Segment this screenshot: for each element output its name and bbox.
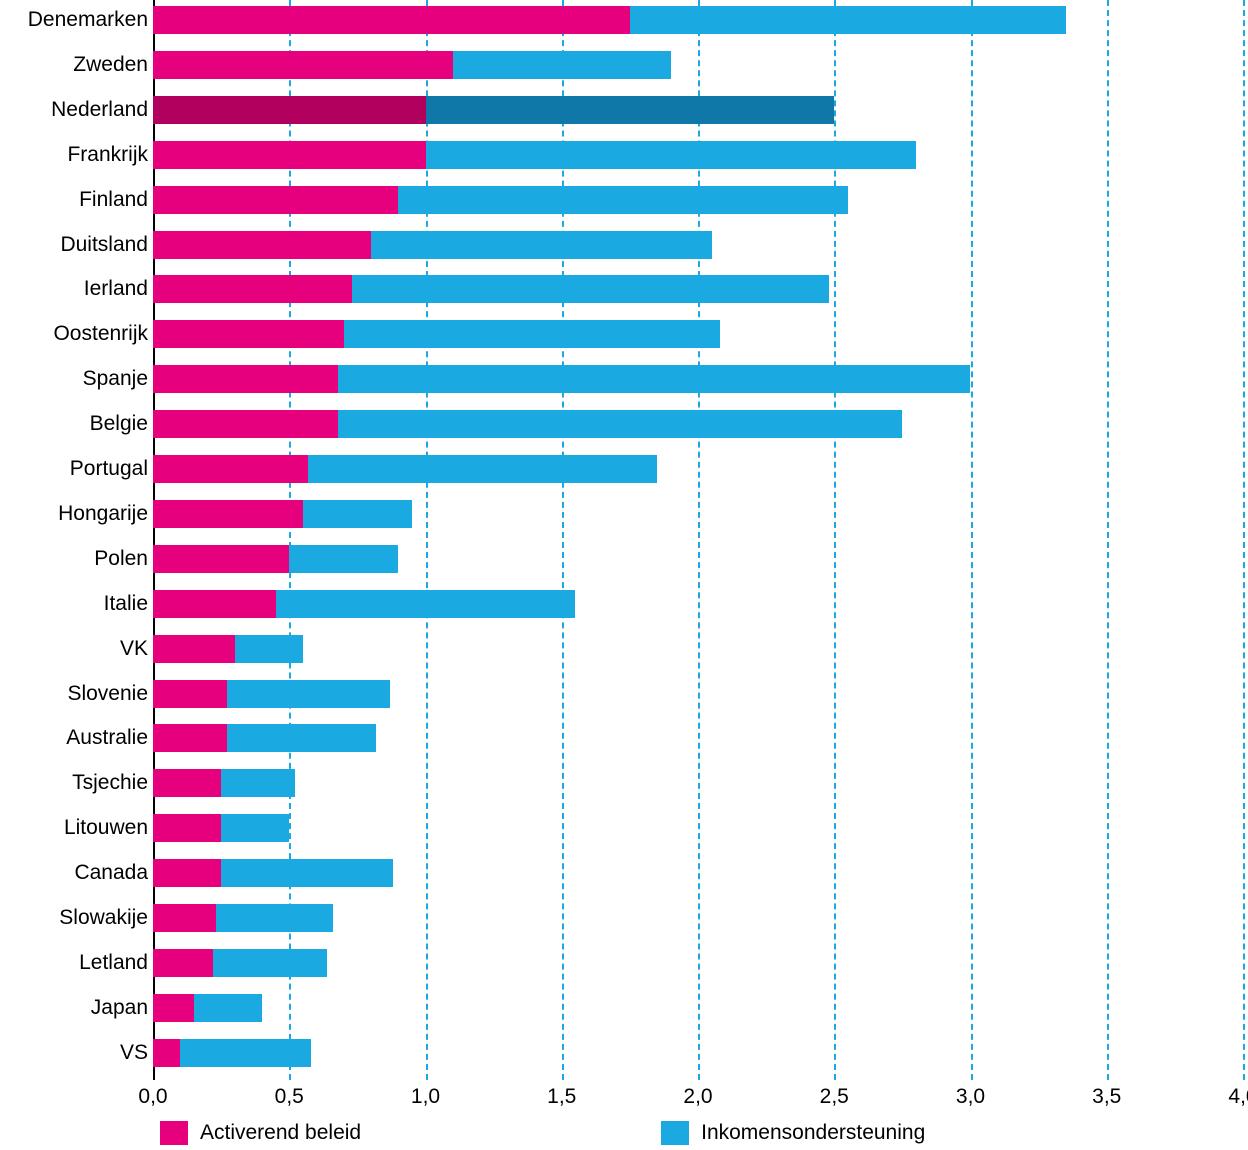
bar-segment-series2 bbox=[426, 141, 917, 169]
y-category-label: Australie bbox=[0, 726, 148, 750]
bar-segment-series1 bbox=[153, 455, 308, 483]
bar-segment-series1 bbox=[153, 410, 338, 438]
y-category-label: Letland bbox=[0, 951, 148, 975]
y-category-label: Ierland bbox=[0, 277, 148, 301]
bar-segment-series2 bbox=[276, 590, 576, 618]
bar-segment-series1 bbox=[153, 949, 213, 977]
y-category-label: Zweden bbox=[0, 53, 148, 77]
bar-segment-series2 bbox=[221, 859, 393, 887]
bar-segment-series1 bbox=[153, 545, 289, 573]
bar-segment-series2 bbox=[308, 455, 657, 483]
chart-bars bbox=[153, 0, 1243, 1080]
y-category-label: Duitsland bbox=[0, 233, 148, 257]
legend-item-series1: Activerend beleid bbox=[160, 1121, 361, 1145]
bar-segment-series2 bbox=[352, 275, 829, 303]
bar-segment-series2 bbox=[338, 365, 970, 393]
y-category-label: Litouwen bbox=[0, 816, 148, 840]
bar-segment-series2 bbox=[194, 994, 262, 1022]
y-category-label: Canada bbox=[0, 861, 148, 885]
bar-segment-series1 bbox=[153, 1039, 180, 1067]
x-tick-label: 0,0 bbox=[138, 1085, 167, 1109]
y-category-label: Belgie bbox=[0, 412, 148, 436]
x-gridline bbox=[1243, 0, 1245, 1080]
legend-item-series2: Inkomensondersteuning bbox=[661, 1121, 925, 1145]
y-category-label: Japan bbox=[0, 996, 148, 1020]
x-tick-label: 3,0 bbox=[956, 1085, 985, 1109]
bar-segment-series1 bbox=[153, 859, 221, 887]
x-tick-label: 3,5 bbox=[1092, 1085, 1121, 1109]
y-category-label: Oostenrijk bbox=[0, 322, 148, 346]
bar-segment-series2 bbox=[630, 6, 1066, 34]
y-category-label: Nederland bbox=[0, 98, 148, 122]
y-category-label: Finland bbox=[0, 188, 148, 212]
bar-segment-series1 bbox=[153, 724, 227, 752]
bar-segment-series1 bbox=[153, 275, 352, 303]
bar-segment-series2 bbox=[221, 769, 295, 797]
bar-segment-series2 bbox=[398, 186, 848, 214]
bar-segment-series1 bbox=[153, 186, 398, 214]
bar-segment-series2 bbox=[453, 51, 671, 79]
x-axis-labels: 0,00,51,01,52,02,53,03,54,0 bbox=[153, 1085, 1243, 1115]
bar-segment-series2 bbox=[180, 1039, 311, 1067]
y-category-label: Polen bbox=[0, 547, 148, 571]
x-tick-label: 2,5 bbox=[820, 1085, 849, 1109]
bar-segment-series1 bbox=[153, 994, 194, 1022]
y-axis-labels: Denemarken Zweden Nederland Frankrijk Finlan… bbox=[0, 0, 148, 1080]
bar-segment-series2 bbox=[227, 680, 391, 708]
y-category-label: Italie bbox=[0, 592, 148, 616]
x-tick-label: 1,5 bbox=[547, 1085, 576, 1109]
bar-segment-series2 bbox=[235, 635, 303, 663]
bar-segment-series2 bbox=[426, 96, 835, 124]
legend-swatch-series1 bbox=[160, 1121, 188, 1145]
bar-segment-series1 bbox=[153, 500, 303, 528]
bar-segment-series1 bbox=[153, 590, 276, 618]
bar-segment-series1 bbox=[153, 320, 344, 348]
y-category-label: VS bbox=[0, 1041, 148, 1065]
bar-segment-series1 bbox=[153, 365, 338, 393]
bar-segment-series2 bbox=[303, 500, 412, 528]
bar-segment-series2 bbox=[213, 949, 327, 977]
y-category-label: Denemarken bbox=[0, 8, 148, 32]
y-category-label: Portugal bbox=[0, 457, 148, 481]
legend-label-series1: Activerend beleid bbox=[200, 1121, 361, 1145]
bar-segment-series1 bbox=[153, 904, 216, 932]
y-category-label: Hongarije bbox=[0, 502, 148, 526]
bar-segment-series1 bbox=[153, 141, 426, 169]
bar-segment-series2 bbox=[371, 231, 712, 259]
y-category-label: Tsjechie bbox=[0, 771, 148, 795]
y-category-label: Spanje bbox=[0, 367, 148, 391]
x-tick-label: 1,0 bbox=[411, 1085, 440, 1109]
x-tick-label: 0,5 bbox=[275, 1085, 304, 1109]
y-category-label: Frankrijk bbox=[0, 143, 148, 167]
x-tick-label: 4,0 bbox=[1228, 1085, 1248, 1109]
bar-segment-series1 bbox=[153, 635, 235, 663]
bar-segment-series1 bbox=[153, 51, 453, 79]
bar-segment-series1 bbox=[153, 769, 221, 797]
bar-segment-series1 bbox=[153, 96, 426, 124]
y-category-label: Slovenie bbox=[0, 682, 148, 706]
y-category-label: VK bbox=[0, 637, 148, 661]
chart-legend: Activerend beleid Inkomensondersteuning bbox=[160, 1118, 1160, 1148]
bar-segment-series2 bbox=[221, 814, 289, 842]
bar-segment-series2 bbox=[338, 410, 902, 438]
bar-segment-series1 bbox=[153, 231, 371, 259]
x-tick-label: 2,0 bbox=[683, 1085, 712, 1109]
legend-swatch-series2 bbox=[661, 1121, 689, 1145]
bar-segment-series1 bbox=[153, 680, 227, 708]
bar-segment-series2 bbox=[216, 904, 333, 932]
bar-segment-series2 bbox=[227, 724, 377, 752]
stacked-bar-chart: 0,0 0,5 1,0 1,5 2,0 2,5 3,0 3,5 4,0 Denemarken Zw… bbox=[0, 0, 1248, 1150]
bar-segment-series2 bbox=[344, 320, 720, 348]
bar-segment-series1 bbox=[153, 6, 630, 34]
y-category-label: Slowakije bbox=[0, 906, 148, 930]
bar-segment-series2 bbox=[289, 545, 398, 573]
bar-segment-series1 bbox=[153, 814, 221, 842]
legend-label-series2: Inkomensondersteuning bbox=[701, 1121, 925, 1145]
